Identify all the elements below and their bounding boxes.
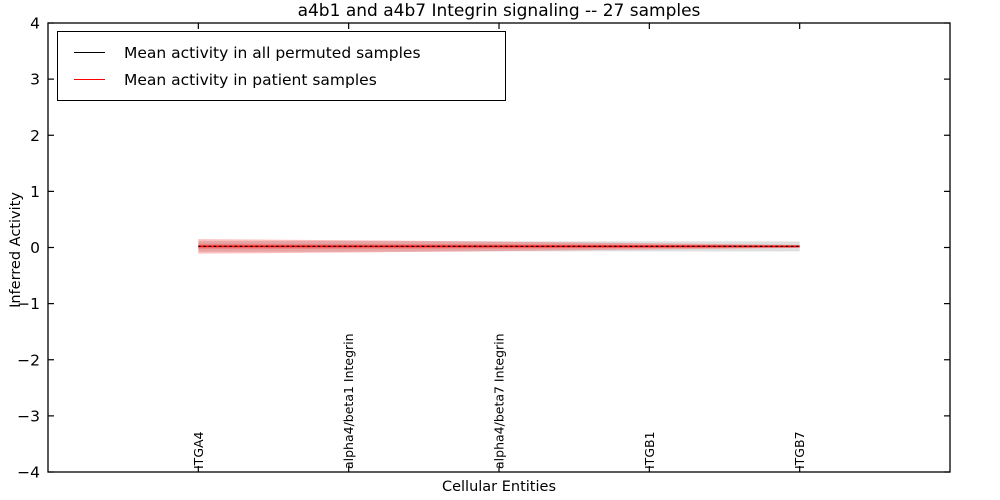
x-category-label: ITGB1 <box>642 431 657 469</box>
x-category-label: ITGB7 <box>792 431 807 469</box>
legend-row-permuted: Mean activity in all permuted samples <box>58 39 505 66</box>
y-tick-label: −1 <box>17 295 40 313</box>
legend-line-sample-black <box>74 52 105 53</box>
legend-row-patient: Mean activity in patient samples <box>58 66 505 93</box>
x-category-label: ITGA4 <box>191 431 206 469</box>
legend-label-permuted: Mean activity in all permuted samples <box>124 43 421 62</box>
y-tick-label: 3 <box>30 71 40 89</box>
x-category-label: alpha4/beta1 Integrin <box>341 333 356 469</box>
legend-line-sample-red <box>74 79 105 80</box>
x-category-label: alpha4/beta7 Integrin <box>492 333 507 469</box>
x-axis-label: Cellular Entities <box>441 479 557 495</box>
legend-label-patient: Mean activity in patient samples <box>124 70 377 89</box>
y-tick-label: −2 <box>17 351 40 369</box>
legend-box: Mean activity in all permuted samples Me… <box>57 31 506 101</box>
y-tick-label: 1 <box>30 183 40 201</box>
y-tick-label: 4 <box>30 15 40 33</box>
chart-title: a4b1 and a4b7 Integrin signaling -- 27 s… <box>297 1 701 21</box>
y-tick-label: 0 <box>30 239 40 257</box>
y-axis-label: Inferred Activity <box>8 192 24 308</box>
y-tick-label: −3 <box>17 407 40 425</box>
y-tick-label: 2 <box>30 127 40 145</box>
y-tick-label: −4 <box>17 464 40 482</box>
